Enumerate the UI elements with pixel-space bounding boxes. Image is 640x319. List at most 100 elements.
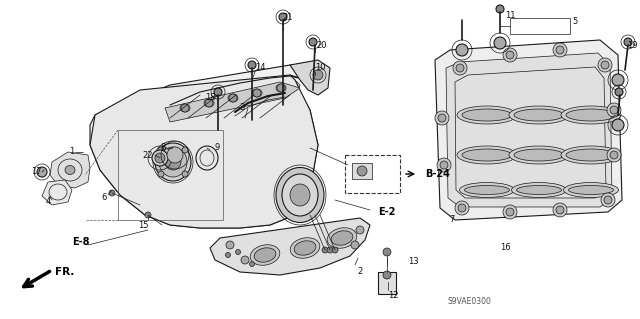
Text: 18: 18 xyxy=(205,93,215,102)
Text: B-24: B-24 xyxy=(425,169,450,179)
Circle shape xyxy=(236,249,241,255)
Circle shape xyxy=(612,74,624,86)
Ellipse shape xyxy=(331,231,353,245)
Circle shape xyxy=(225,253,230,257)
Ellipse shape xyxy=(155,143,191,181)
Ellipse shape xyxy=(159,147,187,177)
Ellipse shape xyxy=(465,186,509,195)
Circle shape xyxy=(556,46,564,54)
Circle shape xyxy=(453,61,467,75)
Text: 10: 10 xyxy=(315,63,325,72)
Ellipse shape xyxy=(204,99,214,107)
Ellipse shape xyxy=(566,109,616,121)
Ellipse shape xyxy=(460,182,515,197)
Ellipse shape xyxy=(514,109,564,121)
Circle shape xyxy=(214,88,222,96)
Text: 7: 7 xyxy=(449,216,454,225)
Circle shape xyxy=(152,150,168,166)
Polygon shape xyxy=(446,53,612,207)
Ellipse shape xyxy=(290,238,320,258)
Circle shape xyxy=(503,205,517,219)
Ellipse shape xyxy=(509,146,569,164)
Ellipse shape xyxy=(180,104,190,112)
Circle shape xyxy=(435,111,449,125)
Ellipse shape xyxy=(462,109,512,121)
Circle shape xyxy=(556,206,564,214)
Circle shape xyxy=(553,43,567,57)
Circle shape xyxy=(205,99,213,107)
Circle shape xyxy=(158,171,164,177)
Polygon shape xyxy=(42,180,72,205)
Circle shape xyxy=(506,208,514,216)
Circle shape xyxy=(109,190,115,196)
Circle shape xyxy=(503,48,517,62)
Circle shape xyxy=(610,106,618,114)
Circle shape xyxy=(357,166,367,176)
Circle shape xyxy=(250,262,255,266)
Bar xyxy=(352,163,372,179)
Ellipse shape xyxy=(276,84,286,92)
Circle shape xyxy=(612,119,624,131)
Circle shape xyxy=(181,104,189,112)
Text: 8: 8 xyxy=(160,144,166,152)
Polygon shape xyxy=(90,65,318,228)
Ellipse shape xyxy=(252,89,262,97)
Ellipse shape xyxy=(457,146,517,164)
Ellipse shape xyxy=(327,228,357,248)
Circle shape xyxy=(322,247,328,253)
Text: FR.: FR. xyxy=(55,267,74,277)
Circle shape xyxy=(356,226,364,234)
Polygon shape xyxy=(90,75,318,228)
Circle shape xyxy=(496,5,504,13)
Circle shape xyxy=(351,241,359,249)
Ellipse shape xyxy=(563,182,618,197)
Polygon shape xyxy=(290,60,330,95)
Circle shape xyxy=(383,248,391,256)
Circle shape xyxy=(383,271,391,279)
Text: 19: 19 xyxy=(627,41,637,49)
Text: 2: 2 xyxy=(357,268,363,277)
Ellipse shape xyxy=(457,106,517,124)
Text: 5: 5 xyxy=(572,18,578,26)
Circle shape xyxy=(155,153,165,163)
Text: 14: 14 xyxy=(255,63,265,72)
Circle shape xyxy=(506,51,514,59)
Circle shape xyxy=(229,94,237,102)
Circle shape xyxy=(248,61,256,69)
Circle shape xyxy=(332,247,338,253)
Text: 11: 11 xyxy=(505,11,515,19)
Ellipse shape xyxy=(65,166,75,174)
Text: 3: 3 xyxy=(239,103,244,113)
Circle shape xyxy=(607,148,621,162)
Ellipse shape xyxy=(290,184,310,206)
Bar xyxy=(118,130,223,220)
Circle shape xyxy=(553,203,567,217)
Polygon shape xyxy=(165,82,300,122)
Circle shape xyxy=(455,201,469,215)
Ellipse shape xyxy=(516,186,561,195)
Text: 1: 1 xyxy=(69,147,75,157)
Circle shape xyxy=(456,64,464,72)
Circle shape xyxy=(279,13,287,21)
Circle shape xyxy=(604,196,612,204)
Polygon shape xyxy=(435,40,622,220)
Ellipse shape xyxy=(509,106,569,124)
Ellipse shape xyxy=(462,149,512,161)
Circle shape xyxy=(145,212,151,218)
Text: 4: 4 xyxy=(45,197,51,206)
Text: 15: 15 xyxy=(138,220,148,229)
Text: 16: 16 xyxy=(500,243,510,253)
Circle shape xyxy=(607,103,621,117)
Circle shape xyxy=(610,151,618,159)
Circle shape xyxy=(624,38,632,46)
Polygon shape xyxy=(210,218,370,275)
Circle shape xyxy=(438,114,446,122)
Bar xyxy=(510,18,570,34)
Circle shape xyxy=(615,88,623,96)
Circle shape xyxy=(37,167,47,177)
Ellipse shape xyxy=(276,167,324,222)
Circle shape xyxy=(309,38,317,46)
Ellipse shape xyxy=(561,106,621,124)
Bar xyxy=(378,272,396,294)
Circle shape xyxy=(494,37,506,49)
